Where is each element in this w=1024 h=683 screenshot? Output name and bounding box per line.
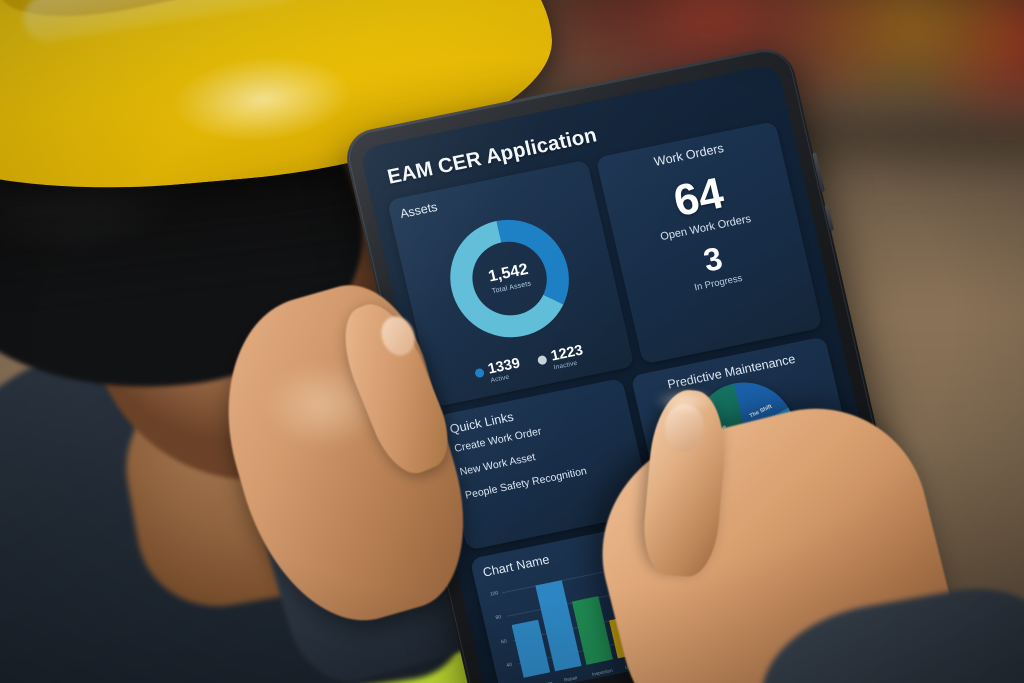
legend-dot-icon: [536, 354, 548, 366]
index-finger-highlight: [654, 388, 716, 414]
hard-hat-ridge: [20, 0, 304, 45]
work-orders-card[interactable]: Work Orders 64 Open Work Orders 3 In Pro…: [595, 120, 823, 365]
donut-center: 1,542 Total Assets: [464, 234, 555, 322]
open-work-orders-count: 64: [669, 168, 729, 227]
y-tick: 100: [489, 590, 500, 598]
assets-donut-chart[interactable]: 1,542 Total Assets: [438, 209, 581, 348]
legend-dot-icon: [473, 367, 485, 379]
y-tick: 40: [506, 662, 513, 669]
y-tick: 60: [500, 638, 508, 646]
work-orders-title: Work Orders: [652, 141, 726, 169]
in-progress-count: 3: [700, 239, 726, 279]
y-tick: 80: [495, 614, 502, 622]
